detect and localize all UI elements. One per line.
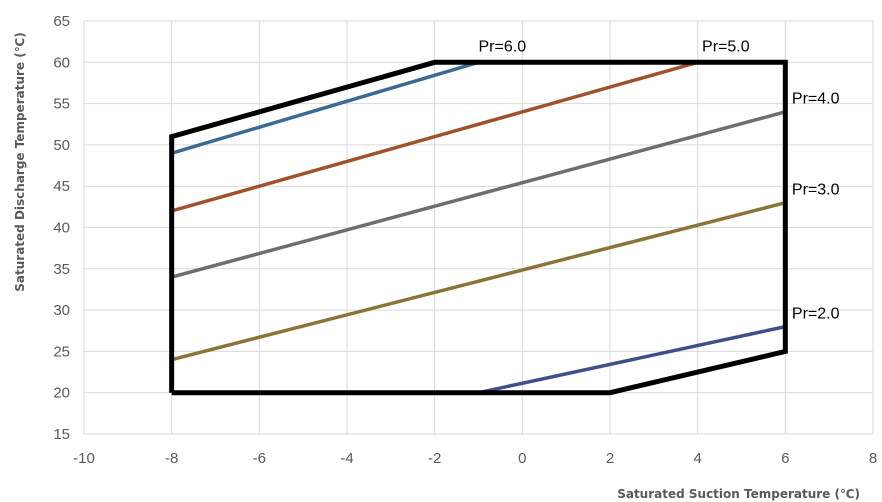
series-line-pr-2-0: [476, 324, 788, 395]
y-tick-label: 30: [53, 302, 70, 319]
series-lines: [169, 60, 788, 395]
annotation-label: Pr=3.0: [792, 181, 840, 198]
envelope-line: [169, 59, 788, 396]
series-line-pr-5-0: [169, 60, 700, 213]
x-tick-label: 2: [606, 450, 614, 467]
y-tick-label: 40: [53, 220, 70, 237]
y-tick-label: 35: [53, 261, 70, 278]
pressure-ratio-labels: Pr=6.0 Pr=5.0 Pr=4.0 Pr=3.0 Pr=2.0: [479, 39, 840, 323]
x-tick-label: -6: [253, 450, 266, 467]
y-tick-label: 60: [53, 54, 70, 71]
y-tick-labels: 15 20 25 30 35 40 45 50 55 60 65: [53, 13, 70, 443]
annotation-label: Pr=4.0: [792, 91, 840, 108]
x-tick-label: -4: [340, 450, 353, 467]
x-tick-label: -10: [73, 450, 95, 467]
annotation-label: Pr=6.0: [479, 39, 527, 56]
operating-envelope: [169, 59, 788, 396]
x-tick-label: -2: [428, 450, 441, 467]
y-axis-title: Saturated Discharge Temperature (℃): [13, 32, 27, 291]
grid-lines: [83, 20, 874, 435]
y-tick-label: 20: [53, 385, 70, 402]
y-tick-label: 45: [53, 178, 70, 195]
x-tick-label: 0: [518, 450, 526, 467]
x-tick-label: 8: [869, 450, 877, 467]
y-tick-label: 65: [53, 13, 70, 30]
y-tick-label: 50: [53, 137, 70, 154]
series-line-pr-3-0: [169, 200, 788, 362]
x-axis-title: Saturated Suction Temperature (℃): [617, 487, 860, 501]
y-tick-label: 25: [53, 343, 70, 360]
y-tick-label: 55: [53, 96, 70, 113]
x-tick-labels: -10 -8 -6 -4 -2 0 2 4 6 8: [73, 450, 877, 467]
annotation-label: Pr=2.0: [792, 305, 840, 322]
x-tick-label: 6: [781, 450, 789, 467]
x-tick-label: 4: [693, 450, 701, 467]
x-tick-label: -8: [165, 450, 178, 467]
annotation-label: Pr=5.0: [702, 39, 750, 56]
series-line-pr-4-0: [169, 110, 788, 279]
series-line-pr-6-0: [169, 60, 481, 155]
y-tick-label: 15: [53, 426, 70, 443]
